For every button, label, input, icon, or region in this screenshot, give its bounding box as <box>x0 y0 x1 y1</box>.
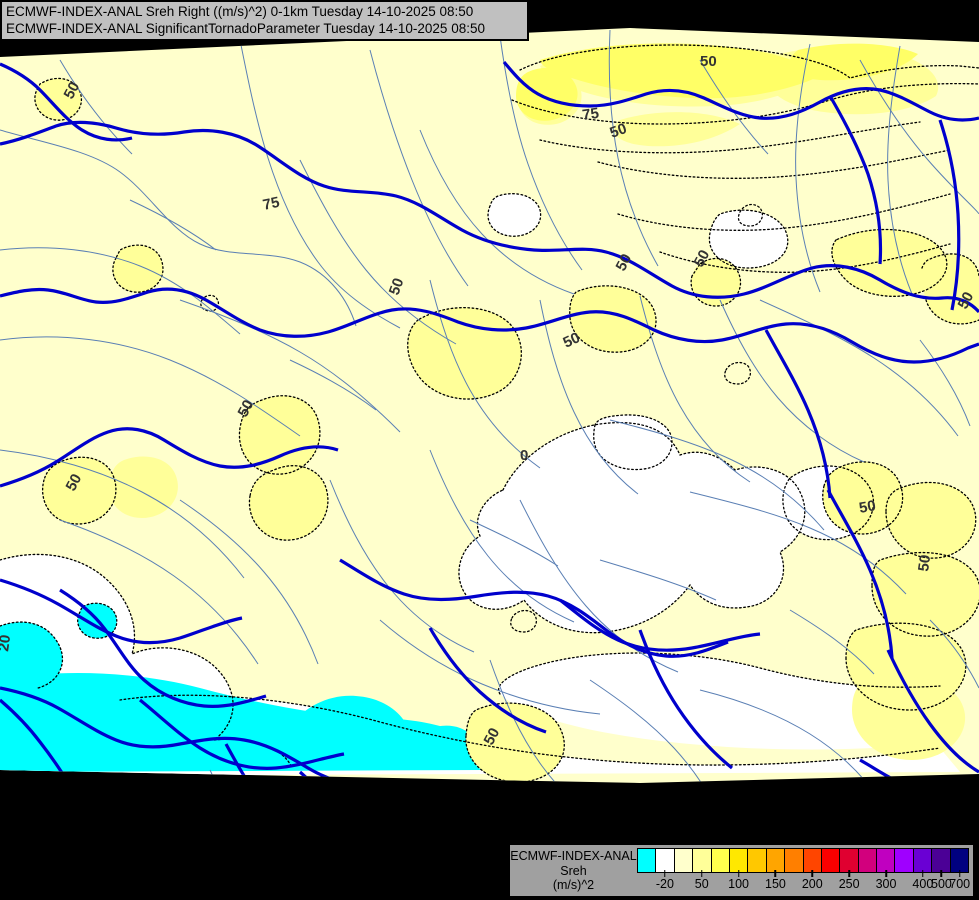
legend-swatch-16 <box>932 849 951 872</box>
legend-caption: ECMWF-INDEX-ANAL Sreh (m/s)^2 <box>510 845 637 896</box>
legend-swatch-4 <box>711 849 730 872</box>
svg-text:75: 75 <box>261 194 281 214</box>
legend-swatch-14 <box>895 849 914 872</box>
svg-text:50: 50 <box>235 397 258 420</box>
svg-text:50: 50 <box>955 289 978 312</box>
title-panel: ECMWF-INDEX-ANAL Sreh Right ((m/s)^2) 0-… <box>0 0 529 41</box>
title-line-2: ECMWF-INDEX-ANAL SignificantTornadoParam… <box>6 21 485 36</box>
legend-swatch-11 <box>840 849 859 872</box>
svg-text:50: 50 <box>386 276 408 297</box>
svg-text:50: 50 <box>613 251 636 274</box>
legend-swatch-3 <box>693 849 712 872</box>
legend-swatch-5 <box>729 849 749 872</box>
legend-tick-mark-9 <box>958 870 961 877</box>
legend-tick-label-8: 500 <box>931 877 952 891</box>
legend-tick-label-7: 400 <box>912 877 934 891</box>
legend-model-name: ECMWF-INDEX-ANAL <box>510 849 637 864</box>
minor-boundaries <box>0 29 979 783</box>
legend-tick-label-9: 700 <box>949 877 971 891</box>
legend-swatch-7 <box>766 849 786 872</box>
svg-text:50: 50 <box>61 79 84 102</box>
svg-text:50: 50 <box>481 725 504 748</box>
legend-tick-mark-4 <box>811 870 814 877</box>
legend-tick-label-1: 50 <box>694 877 709 891</box>
legend-swatch-13 <box>877 849 896 872</box>
svg-text:50: 50 <box>858 497 877 517</box>
svg-text:50: 50 <box>561 329 583 351</box>
legend-parameter-name: Sreh <box>560 863 587 878</box>
legend-tick-label-5: 250 <box>838 877 860 891</box>
legend-tick-label-4: 200 <box>801 877 823 891</box>
legend-tick-mark-7 <box>922 870 924 877</box>
legend-swatch-17 <box>950 849 969 872</box>
legend-swatch-2 <box>674 849 694 872</box>
legend-tick-mark-2 <box>737 870 740 877</box>
legend-swatch-12 <box>858 849 878 872</box>
contour-labels: 50 50 75 75 50 50 50 50 50 50 50 50 50 5… <box>0 53 977 748</box>
legend-swatch-8 <box>785 849 804 872</box>
svg-text:75: 75 <box>581 105 600 124</box>
svg-text:50: 50 <box>608 120 629 142</box>
title-line-1: ECMWF-INDEX-ANAL Sreh Right ((m/s)^2) 0-… <box>6 4 474 19</box>
legend-tick-mark-1 <box>700 870 703 877</box>
legend-panel: ECMWF-INDEX-ANAL Sreh (m/s)^2 -20 50 100 15… <box>508 843 975 898</box>
legend-swatch-6 <box>748 849 767 872</box>
svg-text:50: 50 <box>700 53 717 70</box>
legend-tick-label-6: 300 <box>875 877 897 891</box>
legend-tick-mark-5 <box>848 870 850 877</box>
legend-swatch-15 <box>913 849 933 872</box>
legend-tick-label-0: -20 <box>655 877 674 891</box>
svg-text:50: 50 <box>691 247 714 270</box>
legend-tick-label-2: 100 <box>728 877 750 891</box>
legend-tick-mark-6 <box>885 870 887 877</box>
legend-swatch-10 <box>821 849 841 872</box>
legend-tick-mark-8 <box>940 870 943 877</box>
country-borders <box>0 60 979 783</box>
legend-tick-labels: -20 50 100 150 200 250 300 400 500 700 <box>637 870 971 895</box>
legend-swatch-0 <box>638 849 657 872</box>
legend-tick-label-3: 150 <box>765 877 786 891</box>
svg-text:20: 20 <box>0 634 14 653</box>
legend-color-swatches <box>637 848 969 873</box>
legend-swatch-9 <box>803 849 822 872</box>
legend-swatch-1 <box>656 849 675 872</box>
legend-tick-mark-0 <box>664 870 666 877</box>
legend-units: (m/s)^2 <box>552 878 595 893</box>
svg-text:50: 50 <box>63 471 86 494</box>
legend-tick-mark-3 <box>774 870 777 877</box>
svg-text:0: 0 <box>520 447 528 464</box>
legend-scale: -20 50 100 150 200 250 300 400 500 700 <box>637 845 973 896</box>
svg-text:50: 50 <box>915 554 934 573</box>
